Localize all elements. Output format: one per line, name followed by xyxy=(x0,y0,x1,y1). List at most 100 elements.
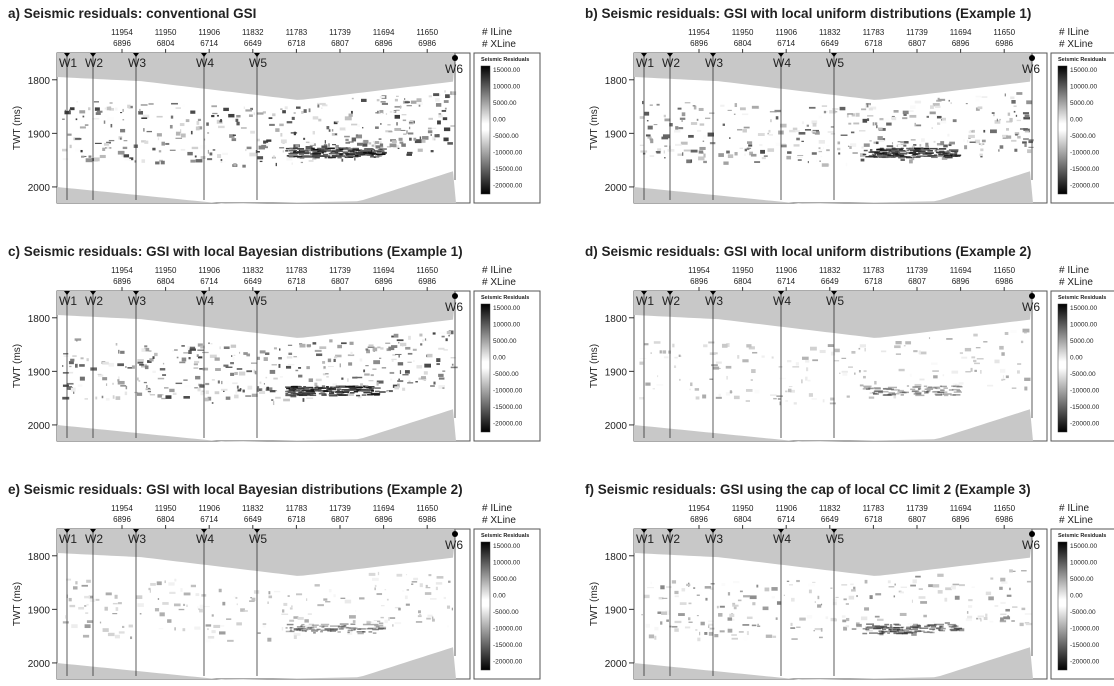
residual xyxy=(927,150,933,152)
residual xyxy=(343,391,350,393)
residual xyxy=(218,161,226,163)
residual xyxy=(807,379,811,382)
residual xyxy=(379,143,384,147)
residual xyxy=(979,153,983,157)
residual xyxy=(647,587,654,589)
residual xyxy=(328,388,337,390)
residual xyxy=(920,148,924,150)
well-marker xyxy=(452,531,458,537)
residual xyxy=(1014,148,1018,152)
residual xyxy=(141,117,148,120)
residual xyxy=(291,116,295,120)
residual xyxy=(190,584,196,588)
residual xyxy=(345,156,349,159)
residual xyxy=(347,629,353,632)
residual xyxy=(821,163,829,167)
residual xyxy=(207,628,209,631)
residual xyxy=(230,372,235,376)
residual xyxy=(217,154,222,159)
residual xyxy=(275,396,281,399)
residual xyxy=(301,623,305,626)
residual xyxy=(307,613,312,615)
residual xyxy=(1006,128,1010,131)
residual xyxy=(346,154,353,156)
residual xyxy=(958,628,965,632)
residual xyxy=(381,367,387,369)
residual xyxy=(748,144,753,147)
residual xyxy=(321,385,326,389)
residual xyxy=(183,396,190,399)
residual xyxy=(869,148,873,153)
residual xyxy=(68,597,72,602)
residual xyxy=(333,594,336,598)
colorbar xyxy=(1057,65,1068,195)
residual xyxy=(129,157,134,161)
residual xyxy=(197,606,199,609)
residual xyxy=(257,632,261,634)
residual xyxy=(442,117,448,121)
residual xyxy=(75,148,82,152)
residual xyxy=(709,112,715,114)
residual xyxy=(225,396,231,400)
iline-label: 11694 xyxy=(950,266,972,275)
residual xyxy=(915,150,926,153)
residual xyxy=(344,135,350,138)
residual xyxy=(345,126,347,130)
residual xyxy=(749,595,757,600)
well-label: W2 xyxy=(662,294,680,308)
residual xyxy=(386,390,393,393)
residual xyxy=(949,141,955,145)
residual xyxy=(791,638,798,640)
residual xyxy=(878,630,884,632)
residual xyxy=(368,621,374,623)
residual xyxy=(408,126,411,130)
residual xyxy=(174,349,178,351)
residual xyxy=(158,150,162,153)
residual xyxy=(375,126,379,129)
residual xyxy=(916,630,921,633)
residual xyxy=(236,385,239,389)
residual xyxy=(368,387,375,390)
residual xyxy=(937,155,944,157)
residual xyxy=(311,630,318,632)
residual xyxy=(947,623,956,626)
residual xyxy=(976,617,979,620)
residual xyxy=(971,586,975,588)
residual xyxy=(169,591,176,594)
residual xyxy=(406,153,413,156)
residual xyxy=(974,362,980,365)
residual xyxy=(695,629,698,631)
residual xyxy=(818,139,825,144)
residual xyxy=(188,350,192,354)
residual xyxy=(388,130,393,133)
residual xyxy=(69,604,76,608)
residual xyxy=(932,103,940,107)
residual xyxy=(867,626,877,628)
residual xyxy=(727,592,731,596)
residual xyxy=(438,373,444,377)
residual xyxy=(297,389,302,391)
residual xyxy=(712,366,720,370)
iline-title: # ILine xyxy=(1059,503,1089,514)
residual xyxy=(317,387,322,390)
residual xyxy=(841,615,846,618)
residual xyxy=(913,393,922,395)
residual xyxy=(388,617,390,621)
residual xyxy=(812,359,819,362)
residual xyxy=(245,109,252,112)
residual xyxy=(361,389,372,392)
residual xyxy=(197,126,203,130)
residual xyxy=(286,155,289,157)
residual xyxy=(257,156,264,160)
residual xyxy=(696,129,702,132)
residual xyxy=(312,151,319,153)
residual xyxy=(130,636,133,640)
iline-title: # ILine xyxy=(482,503,512,514)
residual xyxy=(308,160,314,162)
well-marker xyxy=(778,291,784,295)
residual xyxy=(946,338,953,340)
residual xyxy=(407,132,414,135)
residual xyxy=(350,110,353,114)
residual xyxy=(368,572,376,576)
panel-title: d) Seismic residuals: GSI with local uni… xyxy=(585,244,1031,259)
